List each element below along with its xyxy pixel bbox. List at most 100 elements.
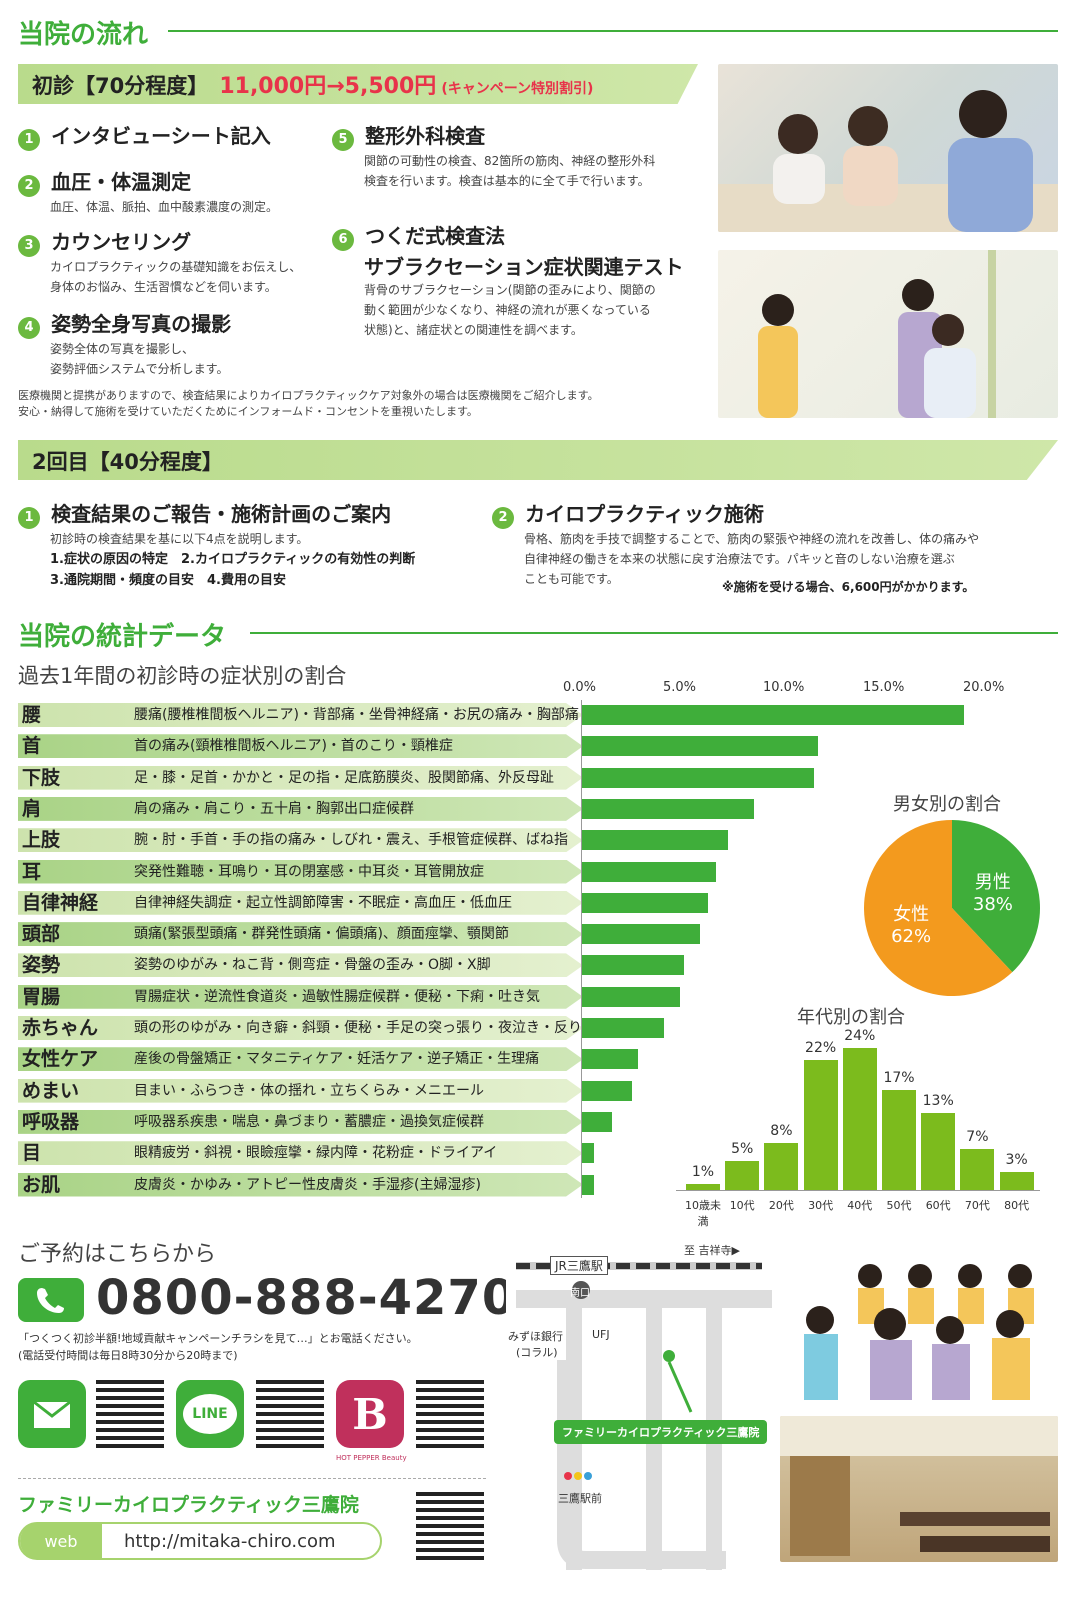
symptom-category: 肩 [22,797,42,820]
age-value-label: 5% [731,1140,754,1157]
mail-qr-code[interactable] [96,1380,164,1448]
clinic-name: ファミリーカイロプラクティック三鷹院 [18,1494,359,1516]
step-item: 1.症状の原因の特定 2.カイロプラクティックの有効性の判断 [50,551,416,567]
step-title: 姿勢全身写真の撮影 [51,312,232,336]
age-bar [882,1089,916,1190]
symptom-row: 自律神経 自律神経失調症・起立性調節障害・不眠症・高血圧・低血圧 [18,890,583,915]
step-6: 6 つくだ式検査法 サブラクセーション症状関連テスト 背骨のサブラクセーション(… [332,220,712,340]
line-icon[interactable]: LINE [176,1380,244,1448]
symptom-row-bg [18,1078,583,1103]
symptom-tick-label: 20.0% [963,680,1005,695]
symptom-category: 首 [22,735,42,758]
age-category-label: 30代 [808,1199,834,1212]
age-bar [725,1160,760,1190]
symptom-row: 胃腸 胃腸症状・逆流性食道炎・過敏性腸症候群・便秘・下痢・吐き気 [18,984,583,1009]
step-title: 血圧・体温測定 [51,170,192,194]
symptom-bar [582,1080,632,1101]
symptom-category: 自律神経 [22,891,99,914]
step-title: インタビューシート記入 [51,124,271,148]
age-value-label: 8% [770,1122,793,1139]
symptom-row-bg [18,1172,583,1197]
step-4: 4 姿勢全身写真の撮影 姿勢全体の写真を撮影し、 姿勢評価システムで分析します。 [18,308,338,378]
step-desc: 姿勢全体の写真を撮影し、 [50,341,195,356]
symptom-row: 目 眼精疲労・斜視・眼瞼痙攣・緑内障・花粉症・ドライアイ [18,1141,583,1166]
hotpepper-qr-code[interactable] [416,1380,484,1448]
step-desc: 関節の可動性の検査、82箇所の筋肉、神経の整形外科 [364,153,656,168]
photo-counseling [718,64,1058,232]
gender-chart-title: 男女別の割合 [893,794,1001,815]
gender-slice-value: 38% [973,894,1013,915]
age-bar [999,1172,1034,1190]
symptom-bar [582,736,818,757]
flow-note-line: 医療機関と提携がありますので、検査結果によりカイロプラクティックケア対象外の場合… [18,389,599,402]
flow-note: 医療機関と提携がありますので、検査結果によりカイロプラクティックケア対象外の場合… [18,388,599,420]
symptom-bar [582,924,700,945]
symptom-row: 肩 肩の痛み・肩こり・五十肩・胸郭出口症候群 [18,796,583,821]
symptom-category: 女性ケア [22,1048,99,1071]
photo-staff [780,1240,1058,1400]
age-value-label: 1% [691,1164,715,1181]
symptom-category: 姿勢 [22,954,61,977]
symptom-bar [582,1111,612,1132]
photo-examination [718,250,1058,418]
age-value-label: 13% [922,1093,954,1110]
age-chart-axis [676,1190,1040,1191]
step-title: カイロプラクティック施術 [525,502,764,526]
phone-hours: (電話受付時間は毎日8時30分から20時まで) [18,1349,238,1362]
symptom-tick-label: 0.0% [563,680,597,695]
symptom-description: 呼吸器系疾患・喘息・鼻づまり・蓄膿症・過換気症候群 [134,1113,484,1130]
symptom-category: 腰 [22,704,42,726]
symptom-description: 目まい・ふらつき・体の揺れ・立ちくらみ・メニエール [134,1082,484,1099]
age-category-label: 80代 [1004,1199,1030,1212]
symptom-row: 呼吸器 呼吸器系疾患・喘息・鼻づまり・蓄膿症・過換気症候群 [18,1109,583,1134]
symptom-row: 上肢 腕・肘・手首・手の指の痛み・しびれ・震え、手根管症候群、ばね指 [18,828,583,853]
symptom-row-bg [18,1016,583,1040]
symptom-category: 目 [22,1142,42,1165]
age-value-label: 24% [844,1028,876,1045]
treatment-fee-note: ※施術を受ける場合、6,600円がかかります。 [722,580,975,594]
web-qr-code[interactable] [416,1492,484,1560]
symptom-description: 頭痛(緊張型頭痛・群発性頭痛・偏頭痛)、顔面痙攣、顎関節 [134,926,509,943]
phone-number[interactable]: 0800-888-4270 [96,1270,517,1326]
step-2: 2 血圧・体温測定 血圧、体温、脈拍、血中酸素濃度の測定。 [18,166,338,226]
line-qr-code[interactable] [256,1380,324,1448]
map-bank: みずほ銀行 [508,1330,563,1343]
age-value-label: 22% [805,1040,837,1057]
web-label: web [20,1523,102,1559]
first-visit-band: 初診【70分程度】 11,000円→5,500円 (キャンペーン特別割引) [18,64,698,104]
age-category-label: 10代 [729,1199,755,1212]
map-bank-sub: (コラル) [516,1346,558,1359]
second-step-2: 2 カイロプラクティック施術 骨格、筋肉を手技で調整することで、筋肉の緊張や神経… [492,498,1062,589]
symptom-category: 上肢 [22,829,61,852]
step-number: 6 [332,228,354,251]
symptom-bar [582,955,684,976]
web-link[interactable]: web http://mitaka-chiro.com [18,1522,382,1560]
photo-interior-illustration [780,1416,1058,1556]
hotpepper-icon[interactable]: B [336,1380,404,1448]
step-title: 整形外科検査 [365,124,486,148]
age-category-label: 60代 [925,1199,951,1212]
mail-icon[interactable] [18,1380,86,1448]
gender-slice-label: 男性 [975,872,1011,893]
photo-interior [780,1416,1058,1562]
first-visit-price: 11,000円→5,500円 [219,74,437,99]
symptom-row: 腰 腰痛(腰椎椎間板ヘルニア)・背部痛・坐骨神経痛・お尻の痛み・胸部痛 [18,703,583,727]
map-signal: 三鷹駅前 [558,1492,602,1505]
symptom-chart-axis [581,700,582,1198]
age-category-label: 20代 [768,1199,794,1212]
step-desc: カイロプラクティックの基礎知識をお伝えし、 [50,259,302,274]
step-3: 3 カウンセリング カイロプラクティックの基礎知識をお伝えし、 身体のお悩み、生… [18,226,338,308]
step-number: 1 [18,506,40,529]
symptom-row: 頭部 頭痛(緊張型頭痛・群発性頭痛・偏頭痛)、顔面痙攣、顎関節 [18,922,583,947]
flow-title-line [168,30,1058,32]
age-category-label: 50代 [886,1199,912,1212]
age-value-label: 3% [1005,1152,1028,1169]
symptom-description: 肩の痛み・肩こり・五十肩・胸郭出口症候群 [134,800,414,817]
symptom-category: 胃腸 [22,985,61,1008]
web-url[interactable]: http://mitaka-chiro.com [124,1530,336,1552]
photo-counseling-illustration [718,90,1058,232]
gender-slice-value: 62% [891,926,931,947]
age-bar [803,1060,838,1190]
symptom-bar [582,767,814,788]
